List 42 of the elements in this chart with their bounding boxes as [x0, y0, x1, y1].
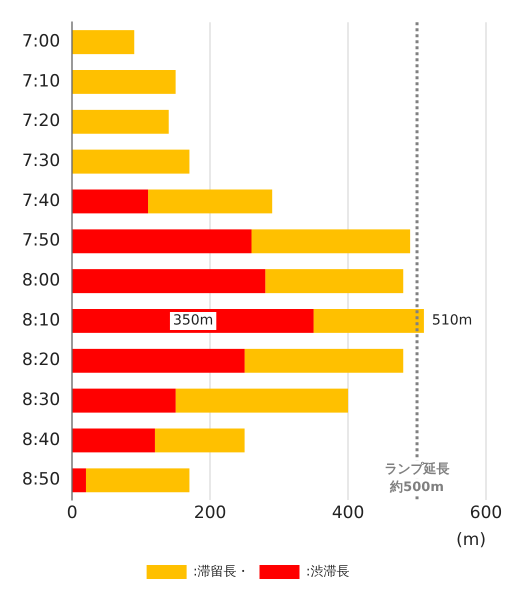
- bar: [72, 190, 148, 214]
- x-axis-title: (m): [456, 530, 486, 550]
- y-tick-label: 7:20: [22, 111, 60, 132]
- bar: [72, 229, 252, 254]
- x-tick-label: 400: [332, 502, 364, 523]
- ref-line-label: ランプ延長約500m: [384, 461, 450, 496]
- bar: [72, 70, 176, 94]
- bar: [72, 110, 169, 134]
- y-tick-label: 7:50: [22, 230, 60, 251]
- bar: [72, 428, 155, 452]
- legend-label: :渋滞長: [306, 564, 350, 580]
- bar: [72, 30, 134, 54]
- bar: [244, 348, 404, 373]
- bar: [72, 269, 266, 294]
- y-tick-label: 7:10: [22, 71, 60, 92]
- bar: [72, 348, 245, 373]
- y-tick-label: 7:30: [22, 151, 60, 172]
- y-tick-label: 8:10: [22, 310, 60, 330]
- legend-label: :滞留長・: [193, 564, 250, 580]
- bar: [148, 190, 272, 214]
- bar: [265, 269, 404, 294]
- y-tick-label: 8:30: [22, 390, 60, 410]
- x-tick-label: 200: [194, 502, 226, 523]
- bar: [176, 388, 348, 413]
- y-tick-label: 8:20: [22, 350, 60, 370]
- y-tick-label: 7:00: [22, 32, 60, 52]
- y-tick-label: 8:00: [22, 270, 60, 291]
- x-tick-label: 600: [470, 502, 502, 523]
- bar: [72, 309, 314, 333]
- bar: [72, 468, 86, 492]
- y-tick-label: 7:40: [22, 190, 60, 211]
- bar: [86, 468, 190, 492]
- bar: [72, 388, 176, 413]
- data-label: 350m: [172, 312, 214, 329]
- y-tick-label: 8:50: [22, 470, 60, 490]
- x-tick-label: 0: [66, 502, 78, 523]
- bar: [314, 309, 424, 333]
- bar: [154, 428, 245, 452]
- y-tick-label: 8:40: [22, 430, 60, 450]
- bar: [72, 150, 190, 174]
- total-label: 510m: [432, 312, 472, 329]
- bar: [252, 229, 410, 254]
